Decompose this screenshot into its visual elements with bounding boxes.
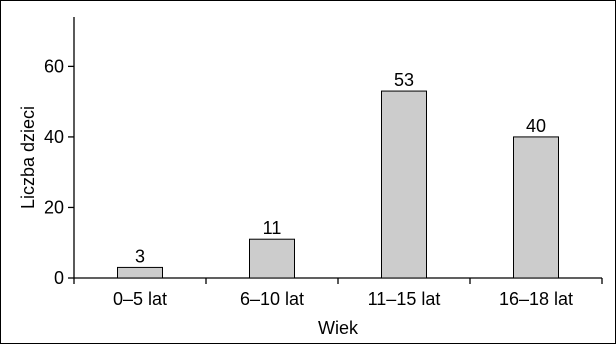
bars: [117, 90, 559, 279]
y-tick-label: 0: [54, 268, 64, 288]
category-label: 11–15 lat: [368, 289, 441, 309]
bar: [513, 136, 559, 279]
category-label: 16–18 lat: [499, 289, 573, 309]
bar: [381, 90, 427, 279]
y-axis-title: Liczba dzieci: [18, 106, 38, 209]
data-label: 53: [394, 70, 414, 90]
x-ticks: 0–5 lat 6–10 lat 11–15 lat 16–18 lat: [73, 278, 603, 309]
y-ticks: 0 20 40 60: [44, 56, 74, 288]
x-axis-title: Wiek: [318, 318, 359, 338]
data-label: 40: [526, 116, 546, 136]
category-label: 0–5 lat: [113, 289, 167, 309]
y-tick-label: 40: [44, 127, 64, 147]
data-label: 11: [263, 218, 282, 238]
category-label: 6–10 lat: [240, 289, 304, 309]
y-tick-label: 60: [44, 56, 64, 76]
y-tick-label: 20: [44, 197, 64, 217]
bar: [249, 238, 295, 279]
data-label: 3: [135, 246, 145, 266]
bar: [117, 266, 163, 279]
data-labels: 3 11 53 40: [135, 70, 546, 266]
